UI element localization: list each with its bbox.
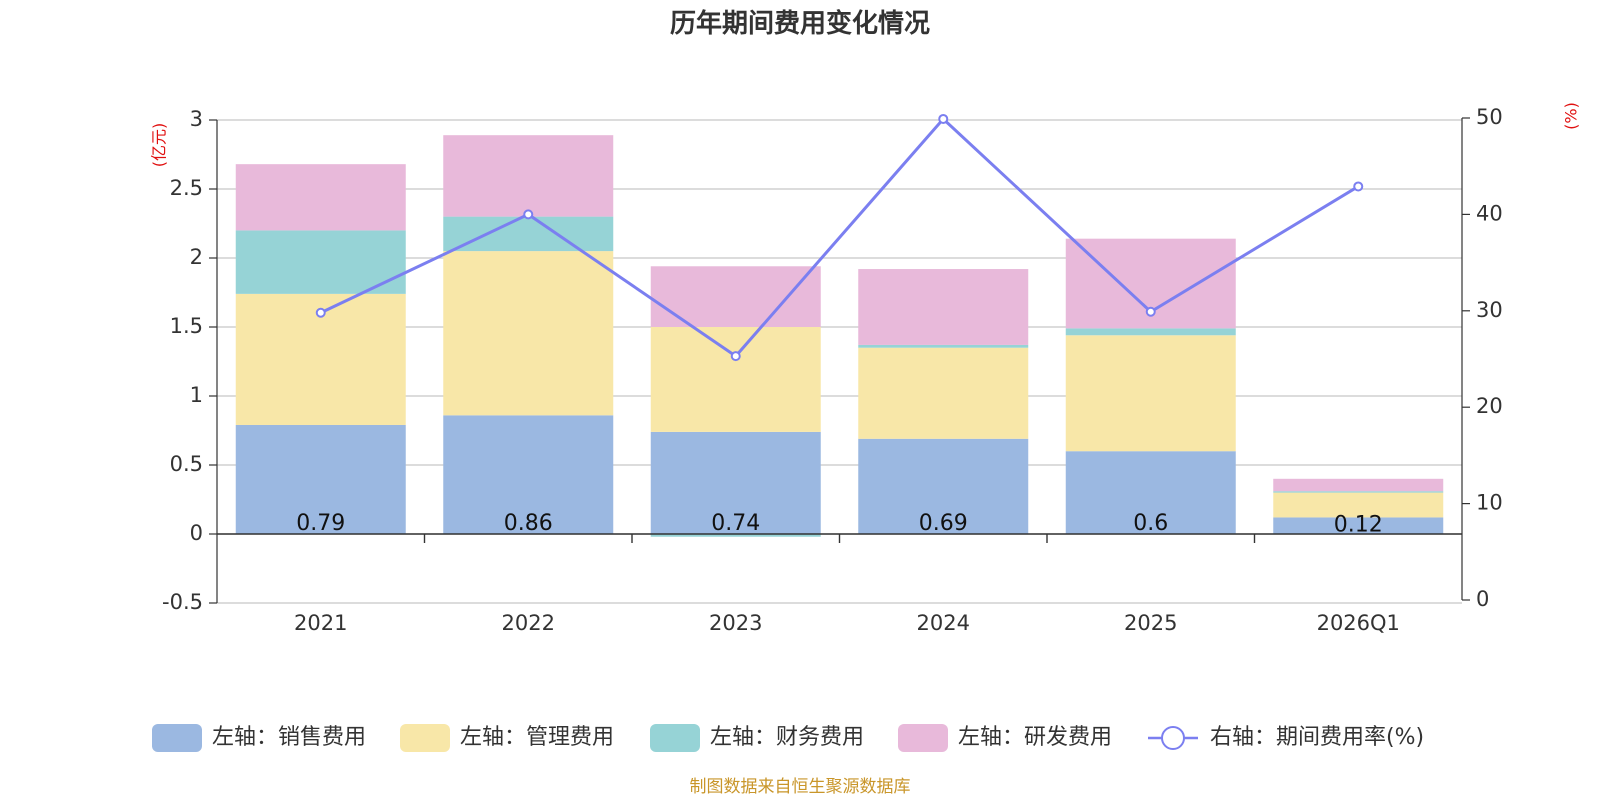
left-tick-label: 1	[190, 383, 203, 407]
legend-label: 右轴：期间费用率(%)	[1210, 725, 1424, 750]
left-tick-label: 0	[190, 521, 203, 545]
left-tick-label: 3	[190, 107, 203, 131]
bar-segment	[650, 266, 821, 327]
legend-label: 左轴：销售费用	[212, 725, 366, 750]
x-tick-label: 2024	[917, 611, 970, 635]
data-label: 0.69	[919, 511, 968, 536]
rate-line-path	[320, 116, 1360, 359]
left-axis-unit: (亿元)	[150, 123, 169, 168]
legend-label: 左轴：财务费用	[710, 725, 864, 750]
rate-point	[1353, 181, 1364, 192]
left-tick-label: -0.5	[162, 590, 203, 614]
bar-segment	[1065, 328, 1236, 336]
data-labels: 0.79 0.86 0.74 0.69 0.6 0.12	[296, 511, 1382, 538]
right-tick-label: 0	[1476, 587, 1489, 611]
x-tick-label: 2026Q1	[1317, 611, 1400, 635]
legend-swatch	[650, 724, 700, 752]
data-label: 0.6	[1133, 511, 1168, 536]
rate-point	[315, 307, 326, 318]
right-tick-label: 20	[1476, 394, 1503, 418]
bar-segment	[1065, 451, 1236, 534]
x-tick-label: 2021	[294, 611, 347, 635]
data-label: 0.79	[296, 511, 345, 536]
x-tick-label: 2023	[709, 611, 762, 635]
left-tick-label: 1.5	[170, 314, 203, 338]
bar-segment	[443, 415, 614, 534]
rate-point	[730, 351, 741, 362]
legend-swatch	[400, 724, 450, 752]
x-tick-label: 2022	[502, 611, 555, 635]
bar-segment	[858, 438, 1029, 534]
bar-segment	[858, 269, 1029, 345]
bar-segment	[235, 164, 406, 231]
left-tick-label: 2.5	[170, 176, 203, 200]
bar-segment	[443, 135, 614, 217]
bar-segment	[1273, 517, 1444, 534]
bar-segment	[858, 347, 1029, 439]
rate-point	[938, 113, 949, 124]
legend-label: 左轴：研发费用	[958, 725, 1112, 750]
source-note: 制图数据来自恒生聚源数据库	[690, 777, 911, 797]
bar-segment	[1273, 492, 1444, 518]
bar-segment	[858, 344, 1029, 348]
right-tick-label: 10	[1476, 491, 1503, 515]
legend: 左轴：销售费用 左轴：管理费用 左轴：财务费用 左轴：研发费用 右轴：期间费用率(%)	[152, 724, 1424, 752]
bars	[235, 135, 1444, 537]
bar-segment	[650, 534, 821, 537]
right-axis-unit: (%)	[1562, 102, 1581, 130]
data-label: 0.86	[504, 511, 553, 536]
left-tick-label: 0.5	[170, 452, 203, 476]
bar-segment	[235, 230, 406, 294]
legend-swatch	[898, 724, 948, 752]
bar-segment	[1273, 478, 1444, 492]
right-tick-label: 50	[1476, 105, 1503, 129]
bar-segment	[1273, 491, 1444, 493]
axes: 3 2.5 2 1.5 1 0.5 0 -0.5 50 40 30 20 10 0 2021 2022 2023…	[162, 105, 1503, 635]
legend-label: 左轴：管理费用	[460, 725, 614, 750]
data-label: 0.74	[711, 511, 760, 536]
bar-segment	[650, 431, 821, 534]
legend-marker	[1161, 726, 1185, 750]
data-label: 0.12	[1334, 513, 1383, 538]
rate-line	[315, 113, 1364, 362]
bar-segment	[1065, 335, 1236, 452]
bar-segment	[443, 216, 614, 252]
left-tick-label: 2	[190, 245, 203, 269]
x-tick-label: 2025	[1124, 611, 1177, 635]
legend-swatch	[152, 724, 202, 752]
chart-title: 历年期间费用变化情况	[670, 8, 930, 39]
bar-segment	[235, 424, 406, 534]
bar-segment	[443, 251, 614, 416]
bar-segment	[650, 327, 821, 432]
right-tick-label: 30	[1476, 298, 1503, 322]
rate-point	[1145, 306, 1156, 317]
right-tick-label: 40	[1476, 201, 1503, 225]
rate-point	[523, 209, 534, 220]
